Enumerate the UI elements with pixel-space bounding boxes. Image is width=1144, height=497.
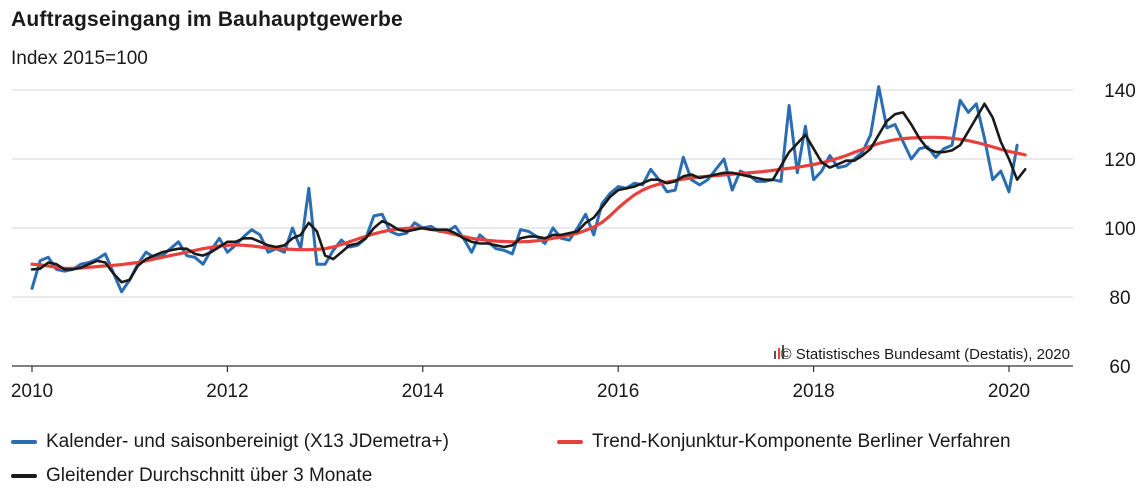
series-line-2: [30, 135, 1027, 270]
x-tick-label: 2018: [792, 381, 834, 402]
y-tick-label: 120: [1104, 150, 1136, 171]
legend-item-kalender: Kalender- und saisonbereinigt (X13 JDeme…: [11, 431, 449, 453]
x-tick-label: 2020: [988, 381, 1030, 402]
legend-swatch-red: [557, 440, 583, 444]
series-line-1: [30, 85, 1019, 294]
source-note: © Statistisches Bundesamt (Destatis), 20…: [780, 346, 1070, 363]
y-tick-label: 140: [1104, 81, 1136, 102]
destatis-logo: [774, 345, 784, 359]
chart-title: Auftragseingang im Bauhauptgewerbe: [11, 8, 403, 31]
y-tick-label: 60: [1109, 357, 1130, 378]
x-tick-label: 2014: [402, 381, 445, 402]
chart-subtitle: Index 2015=100: [11, 48, 148, 69]
y-tick-label: 80: [1109, 288, 1130, 309]
x-tick-label: 2016: [597, 381, 639, 402]
x-tick-label: 2010: [11, 381, 53, 402]
legend-swatch-blue: [11, 440, 37, 444]
legend-label: Kalender- und saisonbereinigt (X13 JDeme…: [46, 431, 449, 452]
legend-item-trend: Trend-Konjunktur-Komponente Berliner Ver…: [557, 431, 1011, 453]
y-tick-label: 100: [1104, 219, 1136, 240]
legend-item-gleitender: Gleitender Durchschnitt über 3 Monate: [11, 465, 372, 487]
legend-label: Trend-Konjunktur-Komponente Berliner Ver…: [592, 431, 1011, 452]
x-tick-label: 2012: [206, 381, 248, 402]
series-line-3: [30, 102, 1027, 284]
legend-swatch-black: [11, 474, 37, 478]
legend-label: Gleitender Durchschnitt über 3 Monate: [46, 465, 373, 486]
